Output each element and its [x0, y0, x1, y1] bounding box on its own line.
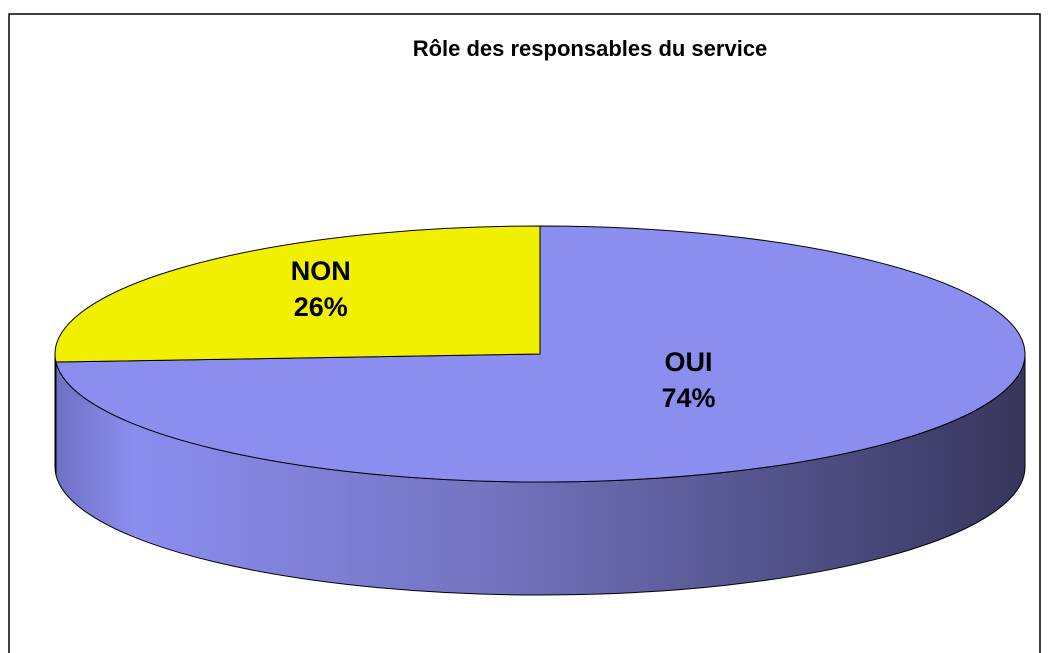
slice [54, 225, 541, 363]
slice-label: OUI [664, 347, 712, 377]
slice-value-label: 26% [294, 292, 348, 322]
slice-value-label: 74% [661, 383, 715, 413]
slice-label: NON [291, 256, 351, 286]
slice-side [54, 353, 57, 476]
chart-title: Rôle des responsables du service [413, 36, 768, 61]
